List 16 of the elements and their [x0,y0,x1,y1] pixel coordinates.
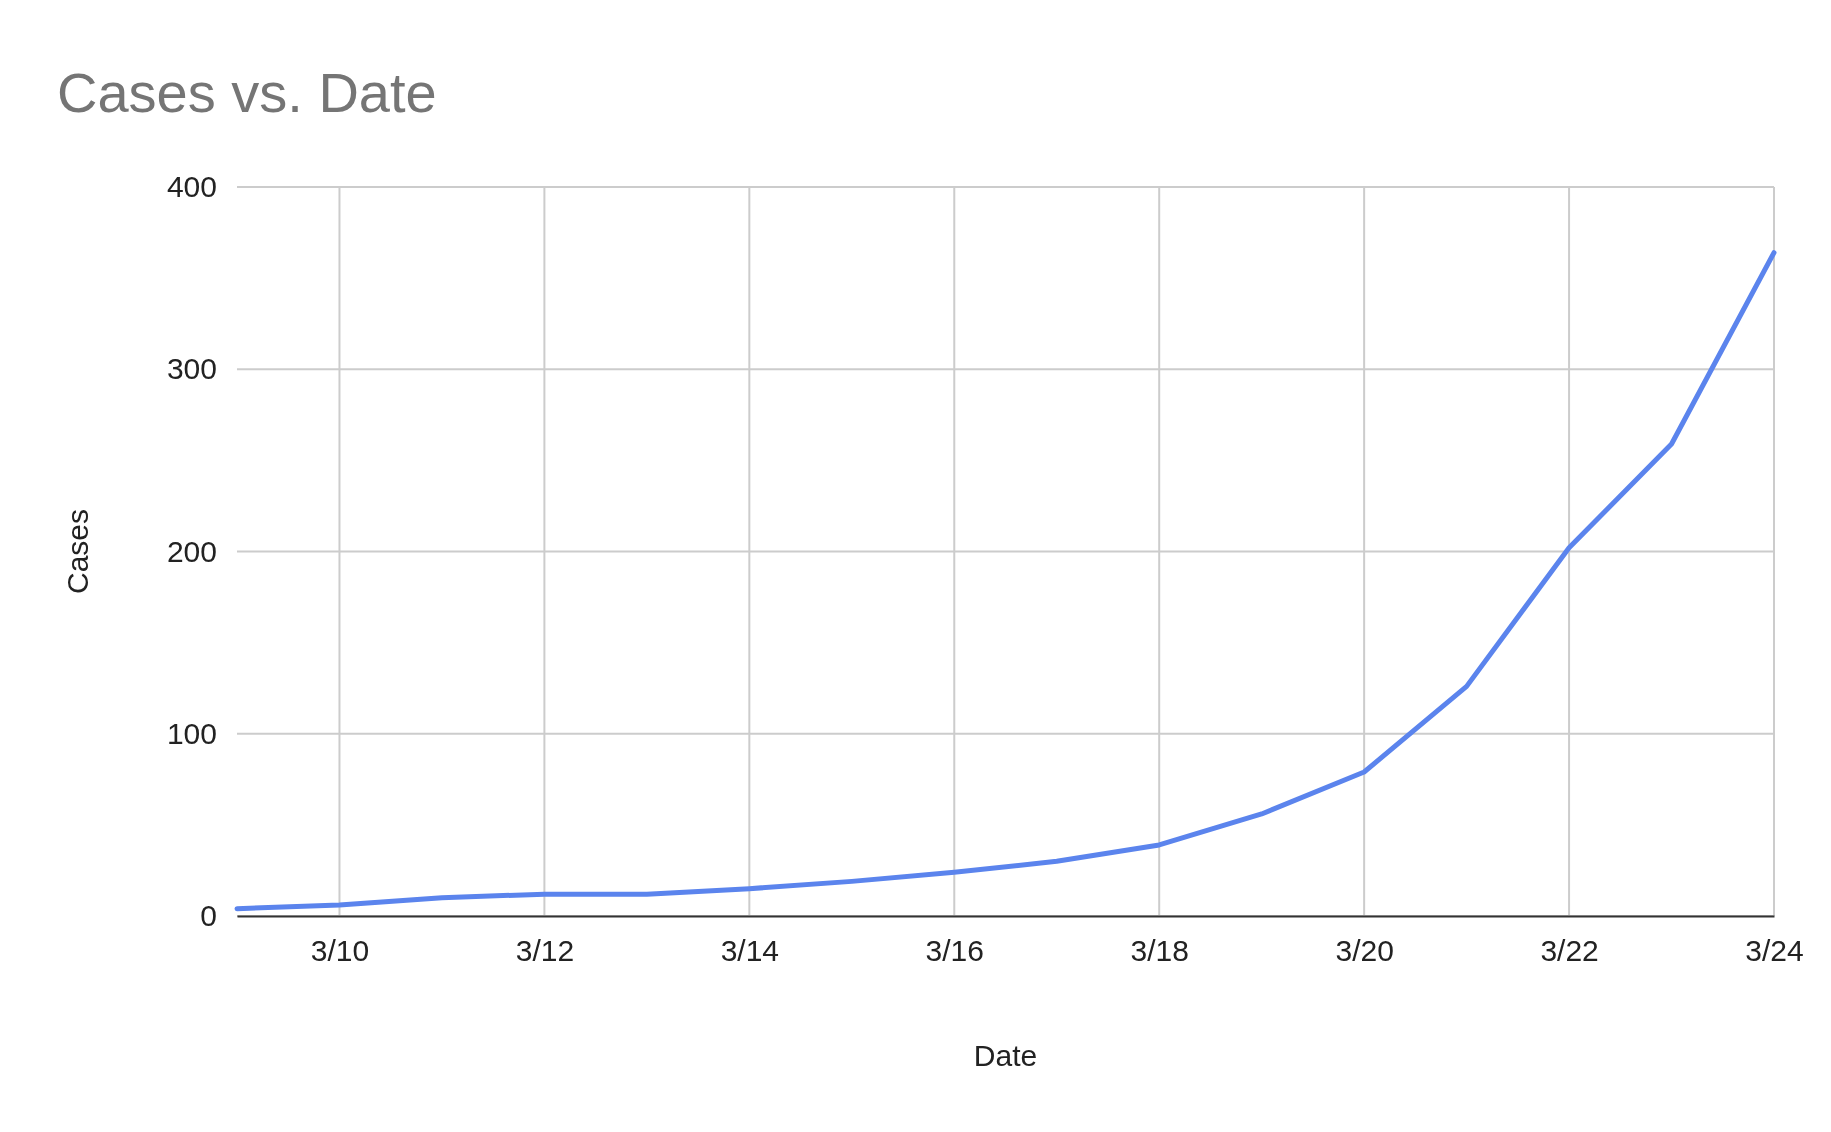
y-tick-label: 300 [166,352,217,386]
y-tick-label: 0 [200,899,217,933]
chart-title: Cases vs. Date [57,61,437,124]
x-tick-label: 3/18 [1130,934,1189,968]
y-tick-label: 100 [166,716,217,750]
y-axis-title: Cases [61,508,94,595]
x-tick-label: 3/14 [720,934,780,968]
x-tick-label: 3/22 [1540,934,1599,968]
x-tick-label: 3/24 [1745,934,1804,968]
x-tick-label: 3/16 [925,934,984,968]
x-tick-label: 3/12 [515,934,575,968]
x-tick-label: 3/20 [1335,934,1394,968]
y-tick-label: 200 [166,534,217,568]
y-tick-label: 400 [166,170,217,204]
x-tick-label: 3/10 [310,934,370,968]
x-axis-title: Date [973,1039,1038,1072]
